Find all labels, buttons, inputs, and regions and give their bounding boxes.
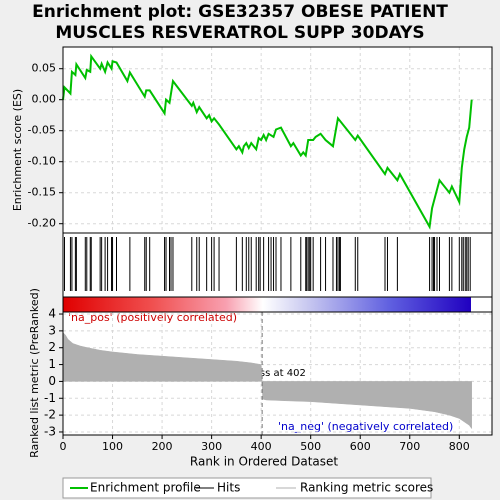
legend-label: Ranking metric scores <box>300 481 433 495</box>
y-tick-label: -0.10 <box>28 155 56 168</box>
legend: Enrichment profile Hits Ranking metric s… <box>62 477 433 499</box>
x-tick-label: 0 <box>60 440 67 453</box>
x-tick-label: 500 <box>300 440 321 453</box>
enrichment-profile <box>62 53 473 230</box>
legend-label: Enrichment profile <box>90 481 201 495</box>
y-tick-label: 1 <box>48 357 56 371</box>
x-tick-label: 100 <box>102 440 123 453</box>
y-tick-label: -1 <box>44 391 56 405</box>
y-tick-label: -0.15 <box>28 186 56 199</box>
y-tick-label: -0.20 <box>28 217 56 230</box>
metric-area <box>62 331 472 430</box>
x-tick-label: 800 <box>449 440 470 453</box>
chart-title: MUSCLES RESVERATROL SUPP 30DAYS <box>55 23 424 43</box>
x-tick-label: 400 <box>251 440 272 453</box>
y-tick-label: 4 <box>48 307 56 321</box>
x-tick-label: 700 <box>399 440 420 453</box>
y-tick-label: -2 <box>44 408 56 422</box>
y-axis-label: Enrichment score (ES) <box>11 89 24 211</box>
legend-box <box>62 477 432 499</box>
y-tick-label: 0.00 <box>32 93 57 106</box>
panel-frame <box>62 311 493 436</box>
y-tick-label: -0.05 <box>28 124 56 137</box>
y-axis-label: Ranked list metric (PreRanked) <box>28 288 41 458</box>
y-tick-label: 3 <box>48 323 56 337</box>
chart-title: Enrichment plot: GSE32357 OBESE PATIENT <box>32 2 448 22</box>
x-tick-label: 600 <box>350 440 371 453</box>
x-tick-label: 200 <box>152 440 173 453</box>
pos-label: 'na_pos' (positively correlated) <box>68 311 237 324</box>
y-tick-label: -3 <box>44 424 56 438</box>
x-axis-label: Rank in Ordered Dataset <box>190 455 338 469</box>
zero-cross-label: Zero cross at 402 <box>218 368 306 379</box>
color-bar <box>63 297 471 312</box>
y-tick-label: 2 <box>48 340 56 354</box>
y-tick-label: 0.05 <box>32 62 57 75</box>
neg-label: 'na_neg' (negatively correlated) <box>278 420 453 433</box>
x-tick-label: 300 <box>201 440 222 453</box>
legend-label: Hits <box>217 481 240 495</box>
y-tick-label: 0 <box>48 374 56 388</box>
